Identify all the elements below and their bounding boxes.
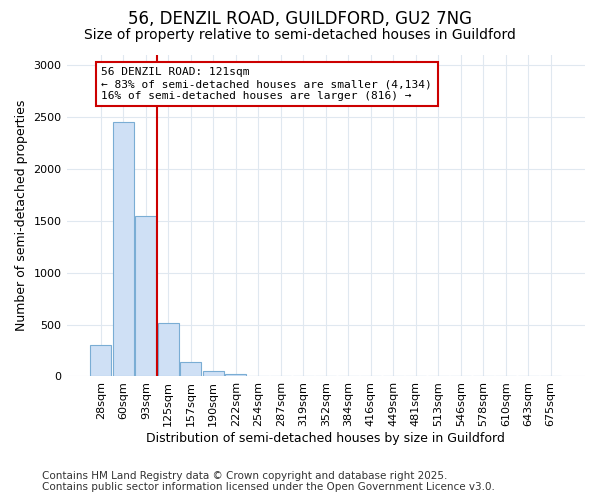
Bar <box>113 122 134 376</box>
Text: 56, DENZIL ROAD, GUILDFORD, GU2 7NG: 56, DENZIL ROAD, GUILDFORD, GU2 7NG <box>128 10 472 28</box>
Bar <box>158 322 179 376</box>
Text: Contains HM Land Registry data © Crown copyright and database right 2025.
Contai: Contains HM Land Registry data © Crown c… <box>42 471 495 492</box>
Text: 56 DENZIL ROAD: 121sqm
← 83% of semi-detached houses are smaller (4,134)
16% of : 56 DENZIL ROAD: 121sqm ← 83% of semi-det… <box>101 68 432 100</box>
Bar <box>135 216 157 376</box>
Bar <box>203 371 224 376</box>
Y-axis label: Number of semi-detached properties: Number of semi-detached properties <box>15 100 28 332</box>
Bar <box>225 374 247 376</box>
Bar <box>180 362 202 376</box>
Bar <box>90 346 112 376</box>
X-axis label: Distribution of semi-detached houses by size in Guildford: Distribution of semi-detached houses by … <box>146 432 505 445</box>
Text: Size of property relative to semi-detached houses in Guildford: Size of property relative to semi-detach… <box>84 28 516 42</box>
